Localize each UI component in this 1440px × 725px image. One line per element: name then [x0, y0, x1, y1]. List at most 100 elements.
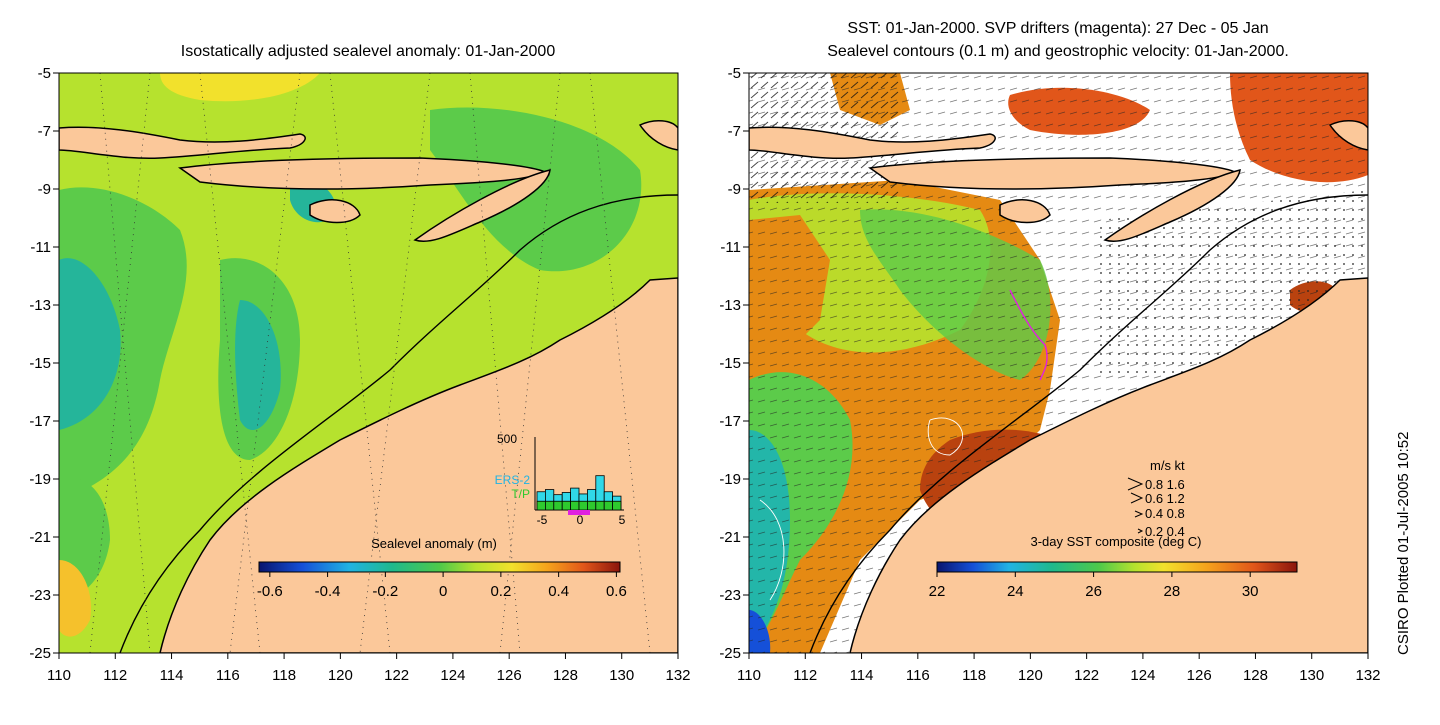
right-land-java	[749, 126, 996, 160]
left-colorbar-tick-label: 0	[439, 583, 447, 600]
right-y-tick-label: -21	[719, 529, 741, 546]
right-map-title-line2: Sealevel contours (0.1 m) and geostrophi…	[827, 43, 1289, 60]
right-y-tick-label: -23	[719, 587, 741, 604]
right-colorbar-title: 3-day SST composite (deg C)	[1031, 534, 1202, 549]
inset-bar-tp	[570, 500, 580, 511]
left-shelf-contour	[119, 194, 678, 653]
left-land-java	[59, 126, 306, 160]
velocity-legend-header: m/s kt	[1150, 458, 1185, 473]
right-y-tick-label: -9	[728, 181, 741, 198]
left-y-tick-label: -21	[29, 529, 51, 546]
right-y-tick-label: -13	[719, 297, 741, 314]
right-map-field	[749, 73, 1368, 653]
right-x-tick-label: 118	[962, 667, 986, 684]
right-colorbar-tick-label: 22	[929, 583, 946, 600]
right-colorbar-tick-label: 26	[1085, 583, 1102, 600]
right-shelf-contour	[809, 194, 1368, 653]
inset-drifter-marker	[568, 510, 590, 515]
left-map-title: Isostatically adjusted sealevel anomaly:…	[181, 43, 556, 60]
inset-x-tick-0: 0	[577, 513, 584, 527]
inset-bar-tp	[545, 500, 555, 511]
left-y-tick-label: -25	[29, 645, 51, 662]
left-y-tick-label: -19	[29, 471, 51, 488]
right-x-tick-label: 130	[1299, 667, 1324, 684]
right-land-sumba	[999, 199, 1051, 224]
inset-y-max: 500	[497, 432, 517, 446]
velocity-legend-row-2: 0.6 1.2	[1145, 491, 1185, 506]
right-land-tanimbar	[1328, 120, 1368, 151]
right-x-axis: 110 112 114 116 118 120 122 124 126 128 130 132	[737, 653, 1381, 684]
right-y-tick-label: -7	[728, 123, 741, 140]
inset-bar-tp	[536, 500, 546, 511]
velocity-arrow-0-4	[1134, 510, 1144, 518]
inset-legend-ers2: ERS-2	[495, 473, 531, 487]
left-x-tick-label: 114	[160, 667, 184, 684]
left-x-tick-label: 132	[665, 667, 690, 684]
inset-legend-tp: T/P	[511, 487, 530, 501]
left-land-australia	[159, 277, 678, 653]
plot-credit-label: CSIRO Plotted 01-Jul-2005 10:52	[1395, 432, 1412, 655]
left-colorbar-tick-label: -0.6	[257, 583, 283, 600]
left-colorbar-tick-label: 0.2	[490, 583, 511, 600]
left-y-tick-label: -9	[38, 181, 51, 198]
right-x-tick-label: 112	[793, 667, 817, 684]
velocity-legend-row-1: 0.8 1.6	[1145, 477, 1185, 492]
sla-yellow-region-southwest	[59, 560, 91, 637]
left-colorbar	[258, 561, 621, 573]
sla-teal-region-west	[59, 258, 121, 430]
sealevel-contours	[759, 417, 963, 601]
left-y-tick-label: -7	[38, 123, 51, 140]
left-x-tick-label: 124	[440, 667, 465, 684]
right-colorbar	[936, 561, 1298, 573]
left-colorbar-tick-label: 0.4	[548, 583, 569, 600]
sla-green-region-west	[59, 187, 187, 501]
inset-bar-tp	[561, 500, 572, 511]
right-x-tick-label: 122	[1074, 667, 1099, 684]
svp-drifter-track	[1009, 289, 1048, 381]
left-y-tick-label: -17	[29, 413, 51, 430]
left-satellite-tracks	[89, 73, 651, 653]
velocity-arrow-0-6	[1130, 492, 1144, 504]
right-y-tick-label: -15	[719, 355, 741, 372]
right-colorbar-tick-label: 28	[1164, 583, 1181, 600]
right-x-tick-label: 114	[850, 667, 874, 684]
right-colorbar-tick-label: 30	[1242, 583, 1259, 600]
left-x-tick-label: 110	[47, 667, 71, 684]
left-colorbar-tick-label: -0.2	[372, 583, 398, 600]
left-x-axis: 110 112 114 116 118 120 122 124 126 128 130 132	[47, 653, 691, 684]
right-y-tick-label: -17	[719, 413, 741, 430]
left-y-tick-label: -5	[38, 65, 51, 82]
inset-bar-tp	[578, 500, 588, 511]
inset-bars	[536, 475, 622, 511]
right-x-tick-label: 124	[1130, 667, 1155, 684]
left-y-tick-label: -15	[29, 355, 51, 372]
left-map-field	[59, 73, 678, 653]
left-x-tick-label: 122	[384, 667, 409, 684]
right-x-tick-label: 110	[737, 667, 761, 684]
left-colorbar-tick-label: 0.6	[606, 583, 627, 600]
left-x-tick-label: 116	[216, 667, 240, 684]
inset-x-tick-neg5: -5	[537, 513, 548, 527]
left-x-tick-label: 118	[272, 667, 296, 684]
inset-bar-tp	[553, 500, 563, 511]
right-y-tick-label: -5	[728, 65, 741, 82]
right-map-title-line1: SST: 01-Jan-2000. SVP drifters (magenta)…	[847, 20, 1268, 37]
left-land-tanimbar	[638, 120, 678, 151]
right-y-tick-label: -19	[719, 471, 741, 488]
left-land-sumba	[309, 199, 361, 224]
left-x-tick-label: 112	[103, 667, 127, 684]
inset-bar-tp	[603, 500, 614, 511]
right-land-timor	[1103, 169, 1241, 242]
left-x-tick-label: 120	[328, 667, 353, 684]
left-colorbar-title: Sealevel anomaly (m)	[371, 536, 497, 551]
right-x-tick-label: 132	[1355, 667, 1380, 684]
inset-bar-tp	[612, 500, 622, 511]
inset-bar-tp	[587, 500, 597, 511]
left-colorbar-ticks: -0.6 -0.4 -0.2 0 0.2 0.4 0.6	[257, 572, 627, 600]
inset-x-tick-5: 5	[619, 513, 626, 527]
right-y-tick-label: -25	[719, 645, 741, 662]
right-land-australia	[849, 277, 1368, 653]
velocity-legend-row-4: 0.2 0.4	[1145, 524, 1185, 539]
